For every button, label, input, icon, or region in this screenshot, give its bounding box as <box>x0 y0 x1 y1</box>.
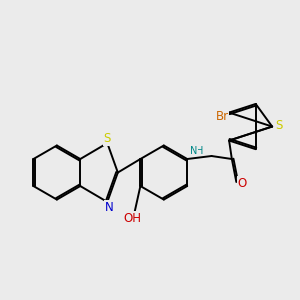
Text: OH: OH <box>124 212 142 225</box>
Text: N: N <box>190 146 198 156</box>
Text: S: S <box>103 132 111 145</box>
Text: H: H <box>196 146 203 156</box>
Text: S: S <box>275 119 283 133</box>
Text: Br: Br <box>215 110 229 123</box>
Text: N: N <box>104 201 113 214</box>
Text: O: O <box>237 177 246 190</box>
